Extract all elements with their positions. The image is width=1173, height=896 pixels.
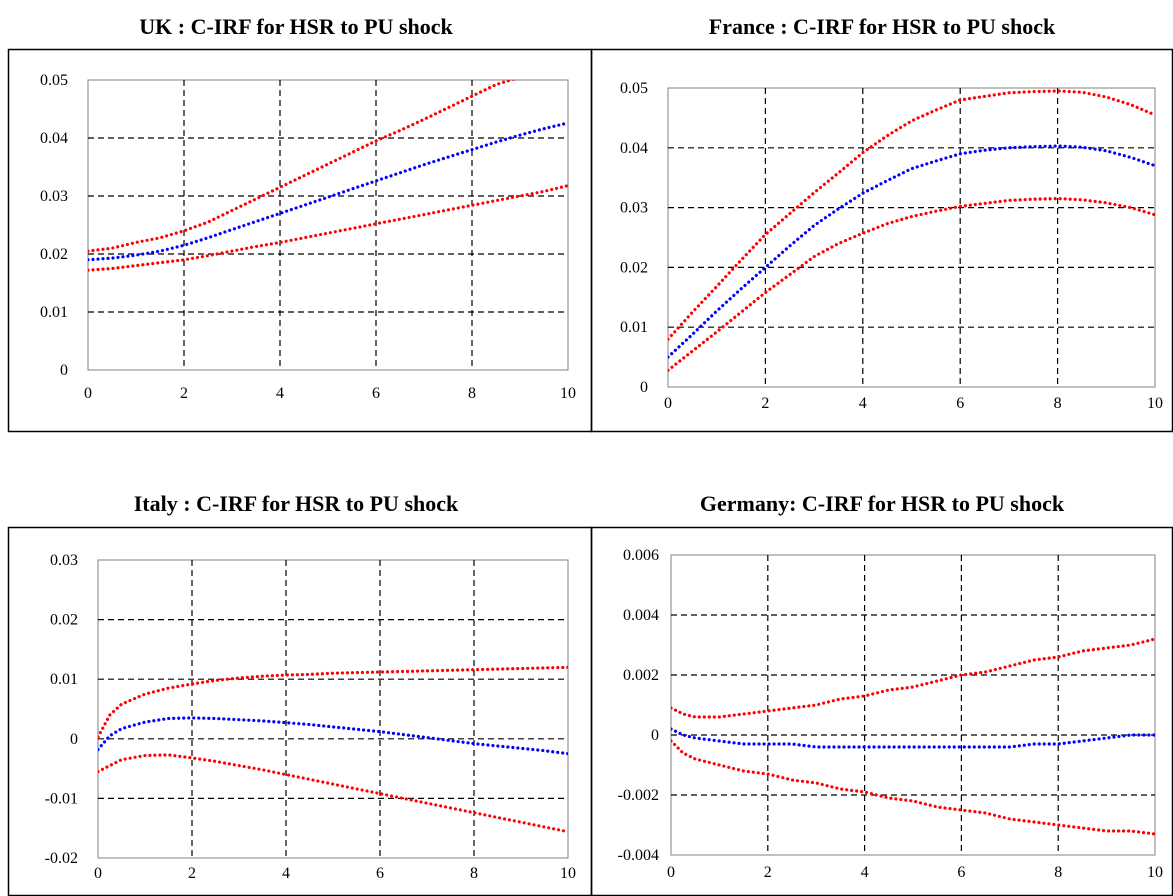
germany-upper-band-line: [671, 637, 1155, 719]
uk-x-tick-label: 6: [372, 385, 380, 402]
uk-x-tick-label: 8: [468, 385, 476, 402]
uk-x-tick-label: 10: [560, 385, 576, 402]
uk-y-tick-label: 0.01: [40, 304, 68, 321]
italy-y-tick-label: 0: [70, 731, 78, 748]
germany-y-tick-label: -0.002: [618, 787, 659, 804]
germany-x-tick-label: 8: [1054, 864, 1062, 881]
uk-plot-area: [87, 79, 569, 371]
germany-x-tick-label: 0: [667, 864, 675, 881]
italy-y-tick-label: -0.01: [45, 790, 78, 807]
italy-y-tick-label: -0.02: [45, 850, 78, 867]
italy-y-tick-label: 0.01: [50, 671, 78, 688]
italy-chart: 0 2 4 6 8 10 -0.02 -0.01 0 0.01 0.02 0.03: [45, 552, 576, 882]
italy-median-line: [98, 716, 568, 756]
germany-x-tick-label: 2: [764, 864, 772, 881]
germany-series-group: [671, 637, 1155, 836]
italy-y-tick-label: 0.03: [50, 552, 78, 569]
germany-y-tick-label: -0.004: [618, 847, 659, 864]
italy-upper-band-line: [98, 665, 568, 739]
france-y-tick-label: 0.04: [620, 140, 648, 157]
uk-y-tick-label: 0.02: [40, 246, 68, 263]
italy-x-tick-label: 4: [282, 865, 290, 882]
germany-y-tick-label: 0.006: [623, 547, 659, 564]
uk-x-tick-label: 4: [276, 385, 284, 402]
uk-y-tick-label: 0.04: [40, 130, 68, 147]
uk-chart: 0 2 4 6 8 10 0 0.01 0.02 0.03 0.04 0.05: [40, 72, 576, 402]
panel-frames: [7, 48, 1173, 896]
france-y-tick-label: 0.05: [620, 80, 648, 97]
germany-panel-frame: [590, 526, 1173, 896]
uk-y-tick-label: 0.03: [40, 188, 68, 205]
france-x-tick-label: 0: [664, 395, 672, 412]
france-x-tick-label: 8: [1054, 395, 1062, 412]
germany-lower-band-line: [671, 739, 1155, 836]
germany-x-tick-label: 4: [861, 864, 869, 881]
uk-median-line: [88, 121, 568, 262]
uk-y-tick-label: 0: [60, 362, 68, 379]
france-series-group: [668, 89, 1155, 372]
italy-x-tick-label: 8: [470, 865, 478, 882]
uk-series-group: [88, 80, 568, 272]
uk-x-tick-label: 0: [84, 385, 92, 402]
france-y-tick-label: 0.02: [620, 259, 648, 276]
uk-chart-title: UK : C-IRF for HSR to PU shock: [139, 14, 453, 39]
uk-x-tick-label: 2: [180, 385, 188, 402]
france-x-tick-label: 4: [859, 395, 867, 412]
france-upper-band-line: [668, 89, 1155, 341]
france-panel-frame: [590, 48, 1173, 433]
germany-plot-area: [670, 554, 1156, 856]
germany-y-tick-label: 0.002: [623, 667, 659, 684]
france-lower-band-line: [668, 196, 1155, 372]
italy-panel-frame: [7, 526, 593, 896]
france-median-line: [668, 144, 1155, 359]
italy-plot-area: [97, 559, 569, 859]
italy-x-tick-label: 10: [560, 865, 576, 882]
italy-x-tick-label: 6: [376, 865, 384, 882]
uk-upper-band-line: [88, 80, 517, 253]
france-y-tick-label: 0: [640, 379, 648, 396]
germany-y-tick-label: 0: [651, 727, 659, 744]
germany-y-tick-label: 0.004: [623, 607, 659, 624]
italy-chart-title: Italy : C-IRF for HSR to PU shock: [133, 491, 459, 516]
uk-y-tick-label: 0.05: [40, 72, 68, 89]
germany-median-line: [671, 727, 1155, 749]
france-y-tick-label: 0.01: [620, 319, 648, 336]
germany-chart: 0 2 4 6 8 10 -0.004 -0.002 0 0.002 0.004 0.006: [618, 547, 1163, 881]
france-y-tick-label: 0.03: [620, 200, 648, 217]
uk-panel-frame: [7, 48, 593, 433]
italy-lower-band-line: [98, 753, 568, 834]
italy-series-group: [98, 665, 568, 834]
france-chart-title: France : C-IRF for HSR to PU shock: [708, 14, 1056, 39]
germany-x-tick-label: 10: [1147, 864, 1163, 881]
france-x-tick-label: 2: [761, 395, 769, 412]
italy-x-tick-label: 0: [94, 865, 102, 882]
france-x-tick-label: 10: [1147, 395, 1163, 412]
italy-y-tick-label: 0.02: [50, 612, 78, 629]
france-x-tick-label: 6: [956, 395, 964, 412]
germany-x-tick-label: 6: [957, 864, 965, 881]
italy-x-tick-label: 2: [188, 865, 196, 882]
uk-lower-band-line: [88, 184, 568, 272]
france-plot-area: [667, 87, 1156, 388]
germany-chart-title: Germany: C-IRF for HSR to PU shock: [699, 491, 1065, 516]
france-chart: 0 2 4 6 8 10 0 0.01 0.02 0.03 0.04 0.05: [620, 80, 1163, 412]
